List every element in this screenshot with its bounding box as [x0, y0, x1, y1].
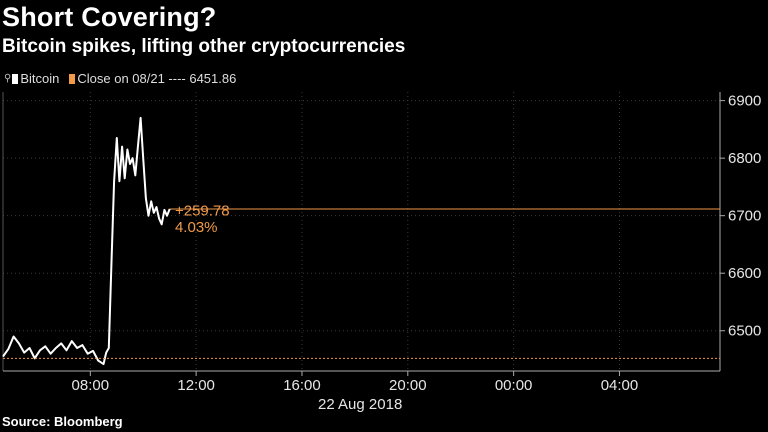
legend-item-close: Close on 08/21 ---- 6451.86: [69, 71, 236, 86]
pin-icon: ⚲: [4, 73, 12, 84]
x-tick-label: 16:00: [283, 377, 321, 394]
legend-swatch-bitcoin: [12, 73, 19, 84]
x-tick-label: 12:00: [177, 377, 215, 394]
legend-label-close: Close on 08/21 ---- 6451.86: [77, 71, 237, 86]
y-tick-label: 6500: [728, 323, 761, 340]
y-tick-label: 6600: [728, 265, 761, 282]
y-tick-label: 6700: [728, 208, 761, 225]
x-tick-label: 00:00: [495, 377, 533, 394]
percent-annotation: 4.03%: [175, 219, 218, 236]
bitcoin-series-line: [2, 116, 171, 366]
y-tick-label: 6900: [728, 93, 761, 110]
legend: ⚲ Bitcoin Close on 08/21 ---- 6451.86: [4, 71, 242, 86]
y-tick-label: 6800: [728, 150, 761, 167]
chart-subtitle: Bitcoin spikes, lifting other cryptocurr…: [2, 36, 406, 57]
x-tick-label: 20:00: [389, 377, 427, 394]
x-axis-date-label: 22 Aug 2018: [318, 396, 402, 413]
x-tick-label: 08:00: [72, 377, 110, 394]
legend-swatch-close: [69, 73, 76, 84]
chart-title: Short Covering?: [2, 2, 217, 32]
source-note: Source: Bloomberg: [2, 414, 123, 429]
legend-item-bitcoin: ⚲ Bitcoin: [4, 71, 59, 86]
legend-label-bitcoin: Bitcoin: [20, 71, 60, 86]
x-tick-label: 04:00: [601, 377, 639, 394]
change-annotation: +259.78: [175, 203, 230, 220]
